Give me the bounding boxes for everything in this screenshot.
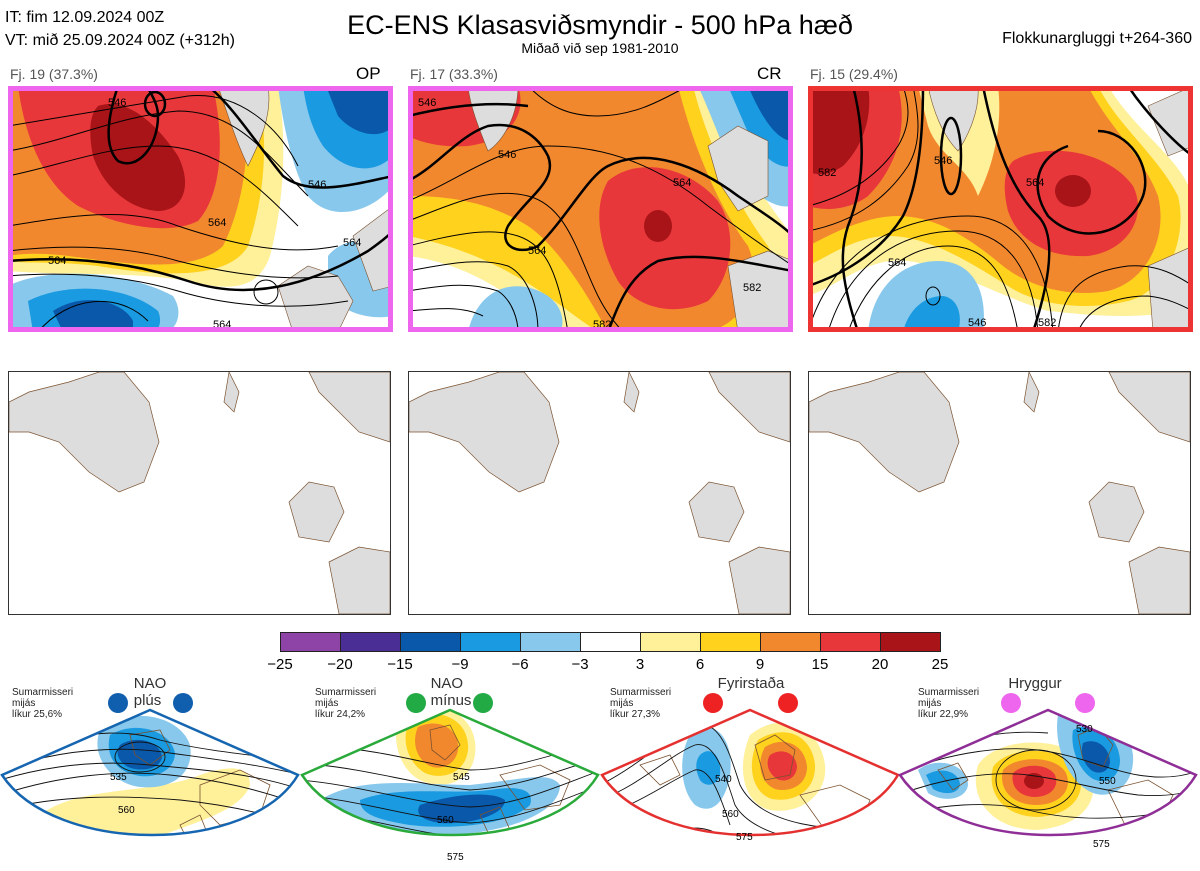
colorbar-swatch bbox=[400, 632, 461, 652]
colorbar-tick-label: 25 bbox=[931, 656, 949, 673]
regime-4-name: Hryggur bbox=[1008, 675, 1062, 692]
cluster-3-contour-label: 582 bbox=[818, 167, 836, 179]
regime-1-name: NAO plús bbox=[133, 675, 167, 709]
cluster-3-contour-label: 546 bbox=[934, 155, 952, 167]
cluster-1-code: OP bbox=[356, 64, 381, 83]
cluster-2-code: CR bbox=[757, 64, 782, 83]
regime-4-note: Sumarmisseri mijás líkur 22,9% bbox=[918, 687, 980, 720]
regime-3-contour-label: 540 bbox=[715, 774, 732, 785]
empty-basemap-2 bbox=[408, 370, 791, 615]
colorbar-tick-label: −6 bbox=[511, 656, 529, 673]
colorbar-tick-label: −25 bbox=[267, 656, 293, 673]
cluster-1-contour-label: 564 bbox=[343, 237, 361, 249]
colorbar-swatch bbox=[340, 632, 401, 652]
colorbar-swatch bbox=[580, 632, 641, 652]
valid-time: VT: mið 25.09.2024 00Z (+312h) bbox=[5, 32, 235, 49]
regime-4-contour-label: 550 bbox=[1099, 776, 1116, 787]
colorbar-swatch bbox=[640, 632, 701, 652]
cluster-1-contour-label: 564 bbox=[213, 319, 231, 331]
colorbar-swatch bbox=[700, 632, 761, 652]
colorbar-swatch bbox=[460, 632, 521, 652]
colorbar-tick-label: 9 bbox=[755, 656, 765, 673]
regime-3-frame bbox=[600, 708, 900, 837]
colorbar-tick-label: −15 bbox=[387, 656, 413, 673]
regime-2-name: NAO mínus bbox=[430, 675, 472, 709]
colorbar-tick-label: −3 bbox=[571, 656, 589, 673]
regime-1-contour-label: 535 bbox=[110, 772, 127, 783]
regime-1-frame bbox=[0, 708, 300, 837]
cluster-1-contour-label: 546 bbox=[308, 179, 326, 191]
cluster-3-map[interactable]: 582 546 564 564 582 546 bbox=[808, 86, 1193, 332]
cluster-2-contour-label: 564 bbox=[528, 245, 546, 257]
cluster-2-label: Fj. 17 (33.3%) bbox=[410, 66, 498, 82]
regime-2-contour-label: 560 bbox=[437, 815, 454, 826]
regime-4-frame bbox=[898, 708, 1198, 837]
regime-3-name: Fyrirstaða bbox=[717, 675, 785, 692]
regime-3-contour-label: 575 bbox=[736, 832, 753, 843]
regime-1-note: Sumarmisseri mijás líkur 25,6% bbox=[12, 687, 74, 720]
clustering-window: Flokkunargluggi t+264-360 bbox=[1002, 30, 1192, 47]
regime-2-contour-label: 575 bbox=[447, 852, 464, 863]
regime-4-contour-label: 575 bbox=[1093, 839, 1110, 850]
cluster-1-map[interactable]: 546 564 564 564 546 564 bbox=[8, 86, 393, 332]
colorbar-swatch bbox=[760, 632, 821, 652]
cluster-3-contour-label: 582 bbox=[1038, 317, 1056, 329]
cluster-3-contour-label: 564 bbox=[888, 257, 906, 269]
colorbar-swatch bbox=[880, 632, 941, 652]
cluster-2-contour-label: 546 bbox=[418, 97, 436, 109]
cluster-2-contour-label: 582 bbox=[593, 319, 611, 331]
regime-1-contour-label: 560 bbox=[118, 805, 135, 816]
regime-4-contour-label: 530 bbox=[1076, 724, 1093, 735]
cluster-3-contour-label: 564 bbox=[1026, 177, 1044, 189]
cluster-2-contour-label: 564 bbox=[673, 177, 691, 189]
run-info: IT: fim 12.09.2024 00Z VT: mið 25.09.202… bbox=[5, 6, 235, 52]
colorbar-tick-label: −9 bbox=[451, 656, 469, 673]
regime-3-note: Sumarmisseri mijás líkur 27,3% bbox=[610, 687, 672, 720]
cluster-1-contour-label: 564 bbox=[208, 217, 226, 229]
regime-2-frame bbox=[300, 708, 600, 837]
cluster-3-label: Fj. 15 (29.4%) bbox=[810, 66, 898, 82]
empty-basemap-1 bbox=[8, 370, 391, 615]
cluster-2-contour-label: 582 bbox=[743, 282, 761, 294]
cluster-2-contour-label: 546 bbox=[498, 149, 516, 161]
regime-2-contour-label: 545 bbox=[453, 772, 470, 783]
page-title: EC-ENS Klasasviðsmyndir - 500 hPa hæð bbox=[347, 10, 853, 40]
colorbar-swatch bbox=[520, 632, 581, 652]
cluster-1-contour-label: 546 bbox=[108, 97, 126, 109]
regime-2-note: Sumarmisseri mijás líkur 24,2% bbox=[315, 687, 377, 720]
empty-basemap-3 bbox=[808, 370, 1191, 615]
cluster-3-contour-label: 546 bbox=[968, 317, 986, 329]
cluster-2-map[interactable]: 546 546 564 564 582 582 bbox=[408, 86, 793, 332]
cluster-1-label: Fj. 19 (37.3%) bbox=[10, 66, 98, 82]
colorbar-tick-label: −20 bbox=[327, 656, 353, 673]
colorbar-tick-label: 3 bbox=[635, 656, 645, 673]
colorbar-swatch bbox=[280, 632, 341, 652]
initial-time: IT: fim 12.09.2024 00Z bbox=[5, 9, 165, 26]
colorbar-tick-label: 20 bbox=[871, 656, 889, 673]
colorbar-swatch bbox=[820, 632, 881, 652]
colorbar-tick-label: 15 bbox=[811, 656, 829, 673]
cluster-1-contour-label: 564 bbox=[48, 255, 66, 267]
colorbar-tick-label: 6 bbox=[695, 656, 705, 673]
climatology-subtitle: Miðað við sep 1981-2010 bbox=[521, 40, 679, 56]
regime-3-contour-label: 560 bbox=[722, 809, 739, 820]
